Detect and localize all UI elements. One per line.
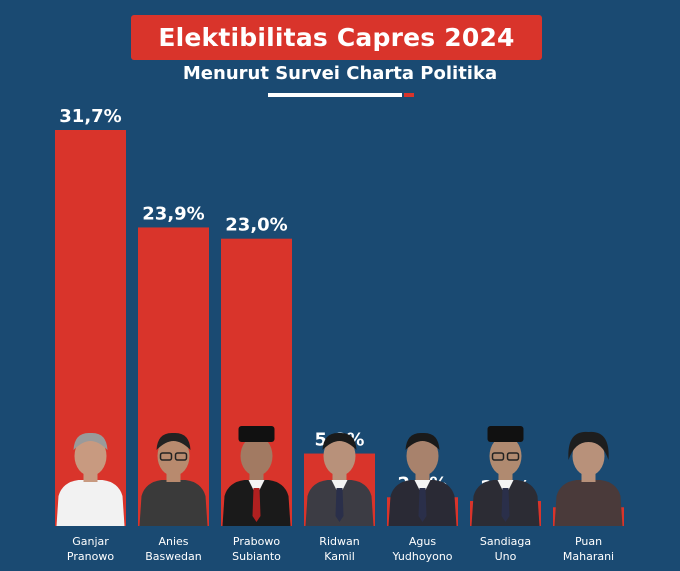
candidate-name-5-line-2: Yudhoyono bbox=[391, 550, 452, 563]
candidate-name-5-line-1: Agus bbox=[409, 535, 436, 548]
candidate-name-3-line-1: Prabowo bbox=[233, 535, 280, 548]
chart-title: Elektibilitas Capres 2024 bbox=[158, 23, 515, 52]
value-label-1: 31,7% bbox=[59, 106, 121, 127]
portrait-ridwan-kamil-icon bbox=[305, 432, 374, 526]
candidate-name-6-line-2: Uno bbox=[495, 550, 517, 563]
candidate-name-2-line-1: Anies bbox=[158, 535, 188, 548]
portrait-puan-maharani-icon bbox=[554, 431, 623, 526]
title-underline bbox=[268, 93, 402, 97]
title-banner: Elektibilitas Capres 2024 bbox=[131, 15, 542, 60]
candidate-name-1-line-1: Ganjar bbox=[72, 535, 109, 548]
candidate-name-4-line-2: Kamil bbox=[324, 550, 355, 563]
candidate-name-4-line-1: Ridwan bbox=[319, 535, 359, 548]
title-underline-accent bbox=[404, 93, 414, 97]
portrait-prabowo-subianto-icon bbox=[222, 426, 291, 526]
candidate-name-7-line-2: Maharani bbox=[563, 550, 614, 563]
value-label-3: 23,0% bbox=[225, 215, 287, 236]
candidate-name-6-line-1: Sandiaga bbox=[480, 535, 531, 548]
portrait-ganjar-pranowo-icon bbox=[56, 432, 125, 526]
candidate-name-7-line-1: Puan bbox=[575, 535, 602, 548]
portrait-sandiaga-uno-icon bbox=[471, 426, 540, 526]
portrait-agus-yudhoyono-icon bbox=[388, 432, 457, 526]
portrait-anies-baswedan-icon bbox=[139, 432, 208, 526]
value-label-2: 23,9% bbox=[142, 203, 204, 224]
candidate-name-3-line-2: Subianto bbox=[232, 550, 281, 563]
chart-subtitle: Menurut Survei Charta Politika bbox=[182, 63, 498, 84]
candidate-name-2-line-2: Baswedan bbox=[145, 550, 202, 563]
candidate-name-1-line-2: Pranowo bbox=[67, 550, 114, 563]
